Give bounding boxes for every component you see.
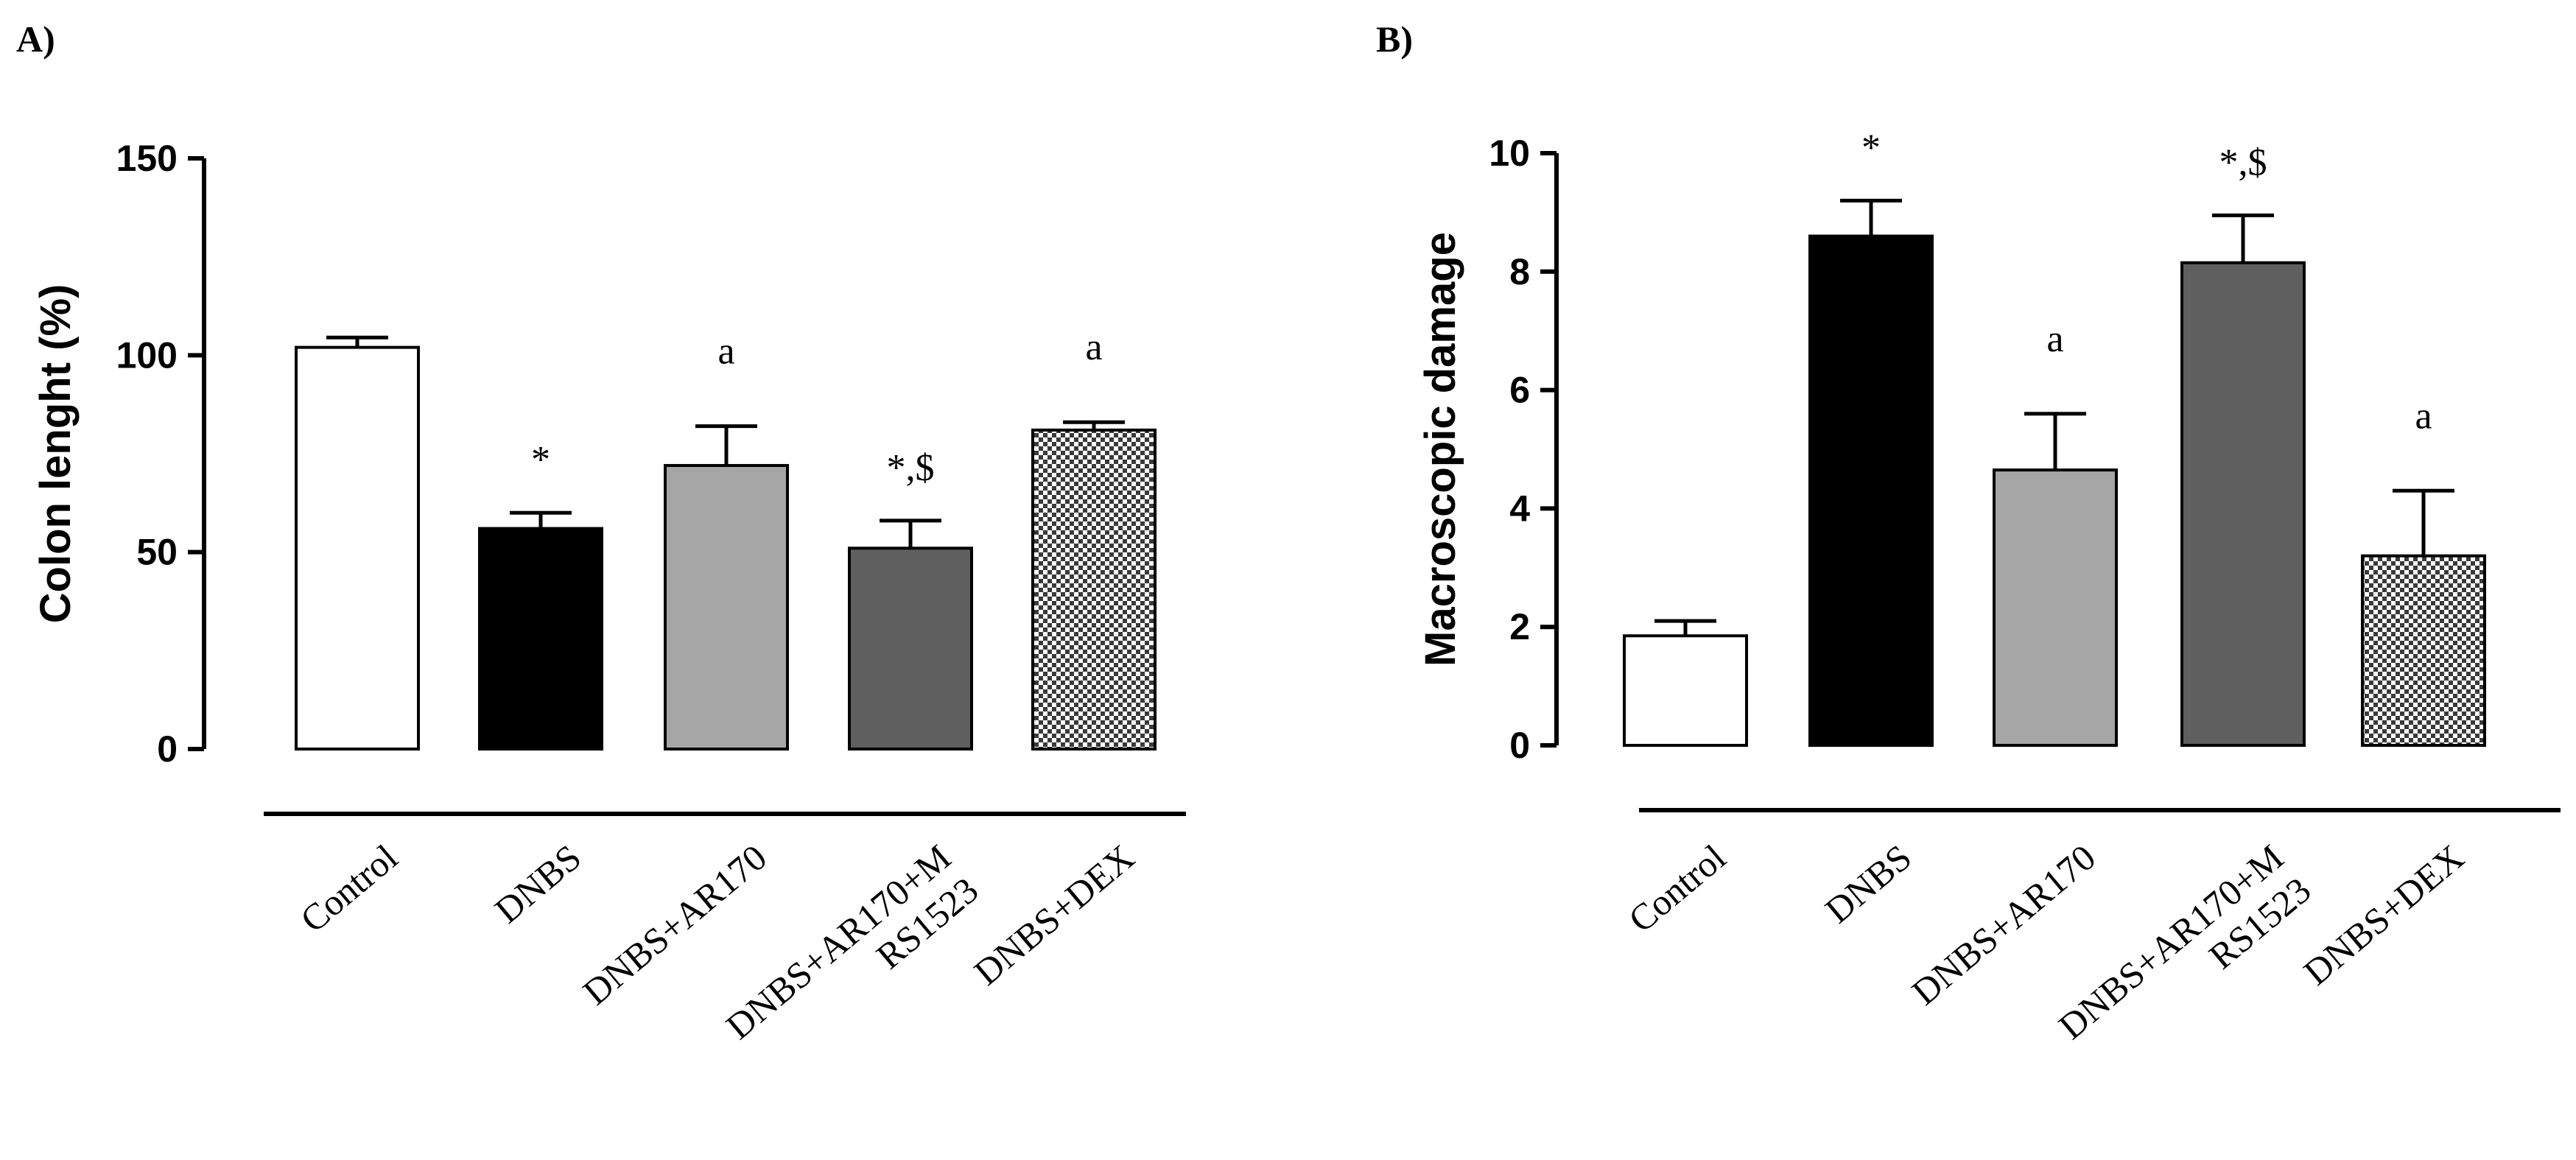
x-tick-label-line: DNBS+DEX [966, 837, 1142, 994]
y-axis-title: Macroscopic damage [1417, 232, 1464, 667]
panel-label: A) [16, 18, 55, 60]
panel-label: B) [1376, 18, 1413, 60]
bar [2361, 554, 2486, 747]
x-tick-label-line: DNBS [1817, 837, 1919, 932]
bar [848, 546, 973, 751]
y-tick-label: 10 [1489, 133, 1530, 174]
bar [664, 464, 789, 751]
significance-label: a [2046, 318, 2063, 360]
x-tick-label: DNBS [1817, 837, 1919, 932]
x-tick-label-line: Control [292, 837, 405, 941]
bar [295, 345, 420, 751]
x-tick-label: Control [1621, 837, 1733, 941]
x-tick-label: DNBS+DEX [966, 837, 1142, 994]
x-tick-label: Control [292, 837, 405, 941]
y-tick-label: 0 [1509, 725, 1530, 766]
bar [1993, 468, 2118, 747]
y-tick-label: 150 [116, 138, 178, 179]
y-tick-label: 6 [1509, 370, 1530, 411]
x-tick-label: DNBS [487, 837, 589, 932]
y-tick-label: 4 [1509, 488, 1530, 529]
x-tick-label-line: DNBS+AR170 [575, 837, 774, 1013]
bar [1031, 428, 1157, 751]
significance-label: *,$ [2219, 141, 2267, 183]
y-tick-label: 100 [116, 334, 178, 376]
significance-label: a [1085, 326, 1102, 368]
x-tick-label-line: Control [1621, 837, 1733, 941]
bar [478, 527, 603, 751]
bar [2180, 261, 2306, 747]
x-tick-label: DNBS+AR170 [575, 837, 774, 1013]
significance-label: *,$ [887, 447, 935, 489]
x-tick-label: DNBS+AR170 [1904, 837, 2103, 1013]
x-tick-label-line: DNBS [487, 837, 589, 932]
y-axis-title: Colon lenght (%) [32, 284, 80, 624]
significance-label: * [1861, 127, 1881, 169]
x-tick-label: DNBS+DEX [2296, 837, 2471, 994]
y-tick-label: 0 [157, 728, 178, 770]
x-tick-label-line: DNBS+AR170 [1904, 837, 2103, 1013]
bar [1623, 634, 1748, 748]
y-tick-label: 8 [1509, 251, 1530, 292]
significance-label: * [531, 439, 550, 481]
chart-panel-a: A) 0 50 100 150 Colon lenght (%) * a *,$ a Control… [16, 18, 1186, 1047]
chart-panel-b: B) 0 2 4 6 8 10 Macroscopic damage * a *,$ a Control… [1376, 18, 2561, 1047]
significance-label: a [2415, 395, 2432, 437]
x-tick-label-line: DNBS+DEX [2296, 837, 2471, 994]
y-tick-label: 2 [1509, 606, 1530, 647]
bar [1808, 234, 1934, 747]
significance-label: a [717, 331, 734, 373]
y-tick-label: 50 [136, 532, 178, 573]
